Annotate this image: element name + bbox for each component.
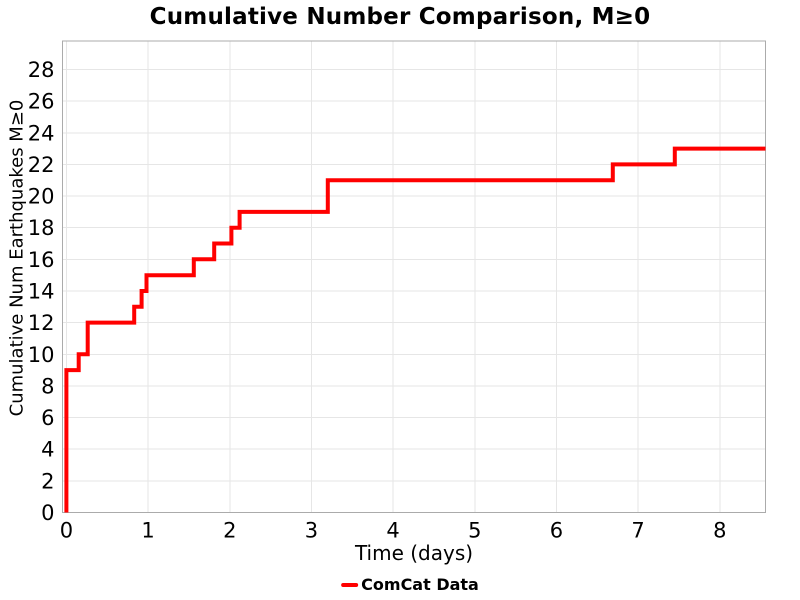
series-comcat-line bbox=[64, 146, 766, 513]
y-axis-title: Cumulative Num Earthquakes M≥0 bbox=[6, 99, 28, 417]
y-tick-label: 18 bbox=[28, 216, 55, 240]
y-tick-label: 0 bbox=[41, 501, 54, 525]
legend: ComCat Data bbox=[341, 575, 479, 594]
y-tick-label: 8 bbox=[41, 374, 54, 398]
x-tick-label: 8 bbox=[713, 519, 726, 543]
y-tick-label: 16 bbox=[28, 248, 55, 272]
y-tick-label: 10 bbox=[28, 343, 55, 367]
y-tick-label: 20 bbox=[28, 185, 55, 209]
x-tick-label: 7 bbox=[631, 519, 644, 543]
x-tick-label: 1 bbox=[141, 519, 154, 543]
legend-label: ComCat Data bbox=[361, 575, 479, 594]
y-tick-label: 6 bbox=[41, 406, 54, 430]
x-tick-label: 6 bbox=[550, 519, 563, 543]
legend-line-swatch bbox=[341, 582, 359, 587]
y-tick-label: 14 bbox=[28, 279, 55, 303]
y-tick-label: 26 bbox=[28, 90, 55, 114]
y-tick-label: 4 bbox=[41, 438, 54, 462]
x-tick-label: 2 bbox=[223, 519, 236, 543]
chart-title: Cumulative Number Comparison, M≥0 bbox=[149, 4, 651, 30]
x-tick-label: 0 bbox=[60, 519, 73, 543]
x-tick-label: 5 bbox=[468, 519, 481, 543]
y-tick-label: 2 bbox=[41, 469, 54, 493]
y-tick-label: 28 bbox=[28, 58, 55, 82]
y-tick-label: 22 bbox=[28, 153, 55, 177]
x-axis-title: Time (days) bbox=[354, 541, 474, 565]
y-tick-label: 12 bbox=[28, 311, 55, 335]
plot-border bbox=[61, 40, 767, 514]
y-tick-label: 24 bbox=[28, 121, 55, 145]
x-tick-label: 3 bbox=[305, 519, 318, 543]
x-tick-label: 4 bbox=[386, 519, 399, 543]
